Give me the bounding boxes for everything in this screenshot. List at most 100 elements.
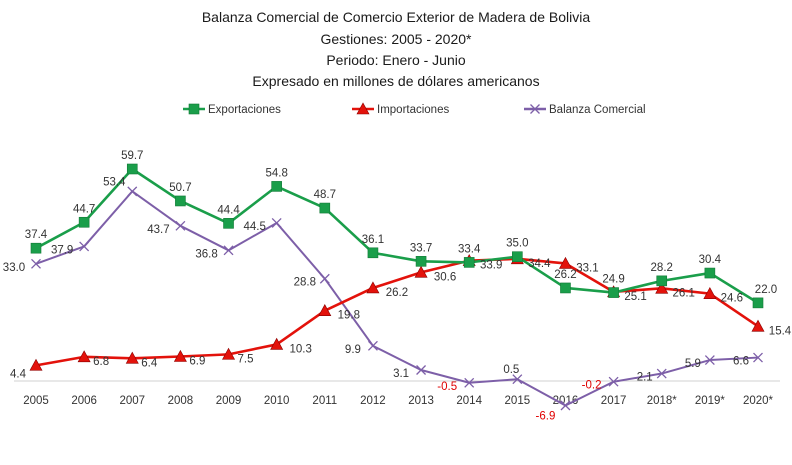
data-point xyxy=(414,265,428,278)
data-label: 33.7 xyxy=(410,242,432,254)
legend-label: Importaciones xyxy=(377,104,449,116)
data-label: 44.4 xyxy=(217,204,240,216)
data-point xyxy=(752,297,764,309)
legend: Exportaciones Importaciones Balanza Comerc… xyxy=(183,102,646,116)
data-point xyxy=(608,376,619,387)
data-label: 36.8 xyxy=(195,248,217,260)
x-tick-label: 2012 xyxy=(360,395,386,407)
data-label: 25.1 xyxy=(624,291,646,303)
data-label: 24.9 xyxy=(602,274,624,286)
data-label: 33.0 xyxy=(3,262,25,274)
data-label: 2.1 xyxy=(637,372,653,384)
data-label: 34.4 xyxy=(528,258,551,270)
data-label-layer: 37.4 44.7 59.7 50.7 44.4 54.8 48.7 36.1 33.7 33.4… xyxy=(3,150,792,423)
data-point xyxy=(367,340,378,351)
x-tick-label: 2013 xyxy=(408,395,434,407)
data-label: 6.4 xyxy=(141,357,158,369)
data-point xyxy=(223,245,234,256)
x-tick-label: 2011 xyxy=(312,395,337,407)
chart-title-line-2: Gestiones: 2005 - 2020* xyxy=(321,31,473,47)
data-point xyxy=(415,256,427,267)
data-point xyxy=(319,202,331,214)
data-label: 6.9 xyxy=(189,355,205,367)
series-2 xyxy=(31,186,763,411)
chart-title-line-3: Periodo: Enero - Junio xyxy=(326,52,466,68)
data-label: 30.4 xyxy=(699,254,722,266)
data-point xyxy=(751,319,765,332)
data-label: 36.1 xyxy=(362,234,384,246)
data-point xyxy=(367,247,379,259)
data-label: 0.5 xyxy=(503,364,519,376)
chart-title-line-4: Expresado en millones de dólares america… xyxy=(252,73,539,89)
data-point xyxy=(223,218,234,229)
series-line xyxy=(35,190,759,407)
data-label: 35.0 xyxy=(506,238,528,250)
data-point xyxy=(703,287,717,299)
data-point xyxy=(30,242,42,254)
data-point xyxy=(512,374,523,385)
x-tick-label: 2014 xyxy=(456,395,482,407)
data-label: 37.4 xyxy=(25,229,48,241)
data-label: 54.8 xyxy=(265,167,287,179)
data-label: 6.6 xyxy=(733,356,749,368)
data-label: 33.1 xyxy=(576,262,598,274)
x-tick-label: 2008 xyxy=(168,395,194,407)
data-point xyxy=(704,267,716,279)
data-point xyxy=(319,273,330,284)
data-point xyxy=(608,287,619,298)
data-label: 10.3 xyxy=(289,343,311,355)
data-point xyxy=(222,347,236,360)
data-label: 33.9 xyxy=(480,260,502,272)
legend-item: Balanza Comercial xyxy=(524,104,646,116)
legend-marker-icon xyxy=(188,103,200,115)
data-label: 6.8 xyxy=(93,356,109,368)
data-label: 26.2 xyxy=(386,287,408,299)
legend-marker-icon xyxy=(356,102,370,115)
data-label: 44.5 xyxy=(243,221,265,233)
data-label: -0.2 xyxy=(582,380,602,392)
legend-marker-icon xyxy=(530,104,540,114)
data-label: 43.7 xyxy=(147,224,169,236)
legend-item: Exportaciones xyxy=(183,103,281,116)
data-label: 28.8 xyxy=(294,277,316,289)
data-point xyxy=(753,352,763,363)
data-point xyxy=(175,220,186,231)
x-tick-label: 2006 xyxy=(71,395,97,407)
data-label: -0.5 xyxy=(437,381,457,393)
data-label: 3.1 xyxy=(393,368,409,380)
chart-title: Balanza Comercial de Comercio Exterior d… xyxy=(202,9,591,89)
data-point xyxy=(558,256,572,269)
x-tick-label: 2019* xyxy=(695,395,726,407)
data-point xyxy=(175,195,186,207)
data-point xyxy=(416,365,427,375)
x-tick-label: 2016 xyxy=(553,395,579,407)
data-label: 19.8 xyxy=(338,310,360,322)
data-label: 44.7 xyxy=(73,203,95,215)
data-label: 22.0 xyxy=(755,284,777,296)
x-axis-tick-labels: 2005 2006 2007 2008 2009 2010 2011 2012 2013 2014… xyxy=(23,395,773,407)
chart-title-line-1: Balanza Comercial de Comercio Exterior d… xyxy=(202,9,591,25)
data-label: 53.4 xyxy=(103,176,126,188)
x-tick-label: 2018* xyxy=(647,395,678,407)
data-point xyxy=(318,304,332,316)
series-line xyxy=(35,167,759,304)
data-label: 28.2 xyxy=(651,262,673,274)
data-label: 7.5 xyxy=(238,353,254,365)
data-point xyxy=(78,216,90,228)
data-label: 48.7 xyxy=(314,189,336,201)
data-label: 59.7 xyxy=(121,150,143,162)
data-point xyxy=(512,251,523,263)
data-point xyxy=(463,257,475,268)
data-point xyxy=(126,163,138,175)
legend-item: Importaciones xyxy=(352,102,449,116)
data-point xyxy=(31,258,41,269)
data-point xyxy=(656,368,667,379)
data-label: 9.9 xyxy=(345,344,361,356)
data-point xyxy=(125,351,139,364)
series-line xyxy=(35,257,759,367)
data-label: -6.9 xyxy=(536,411,556,423)
x-tick-label: 2007 xyxy=(119,395,145,407)
data-point xyxy=(29,358,43,371)
data-point xyxy=(560,282,571,294)
series-0 xyxy=(30,163,764,309)
